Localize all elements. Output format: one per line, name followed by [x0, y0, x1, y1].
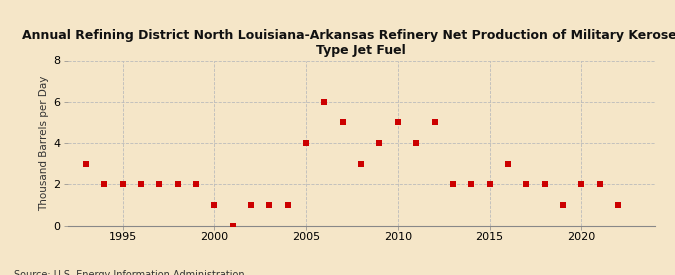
Point	[319, 100, 330, 104]
Point	[99, 182, 109, 186]
Point	[558, 203, 568, 207]
Point	[136, 182, 146, 186]
Point	[172, 182, 183, 186]
Point	[117, 182, 128, 186]
Point	[300, 141, 311, 145]
Point	[613, 203, 624, 207]
Point	[448, 182, 458, 186]
Point	[576, 182, 587, 186]
Point	[154, 182, 165, 186]
Point	[190, 182, 201, 186]
Point	[356, 161, 367, 166]
Point	[466, 182, 477, 186]
Point	[392, 120, 403, 125]
Point	[246, 203, 256, 207]
Point	[80, 161, 91, 166]
Point	[539, 182, 550, 186]
Point	[282, 203, 293, 207]
Point	[411, 141, 422, 145]
Point	[502, 161, 513, 166]
Point	[484, 182, 495, 186]
Point	[374, 141, 385, 145]
Point	[338, 120, 348, 125]
Point	[209, 203, 220, 207]
Y-axis label: Thousand Barrels per Day: Thousand Barrels per Day	[39, 75, 49, 211]
Point	[521, 182, 532, 186]
Point	[264, 203, 275, 207]
Point	[594, 182, 605, 186]
Point	[227, 223, 238, 228]
Text: Source: U.S. Energy Information Administration: Source: U.S. Energy Information Administ…	[14, 271, 244, 275]
Title: Annual Refining District North Louisiana-Arkansas Refinery Net Production of Mil: Annual Refining District North Louisiana…	[22, 29, 675, 57]
Point	[429, 120, 440, 125]
